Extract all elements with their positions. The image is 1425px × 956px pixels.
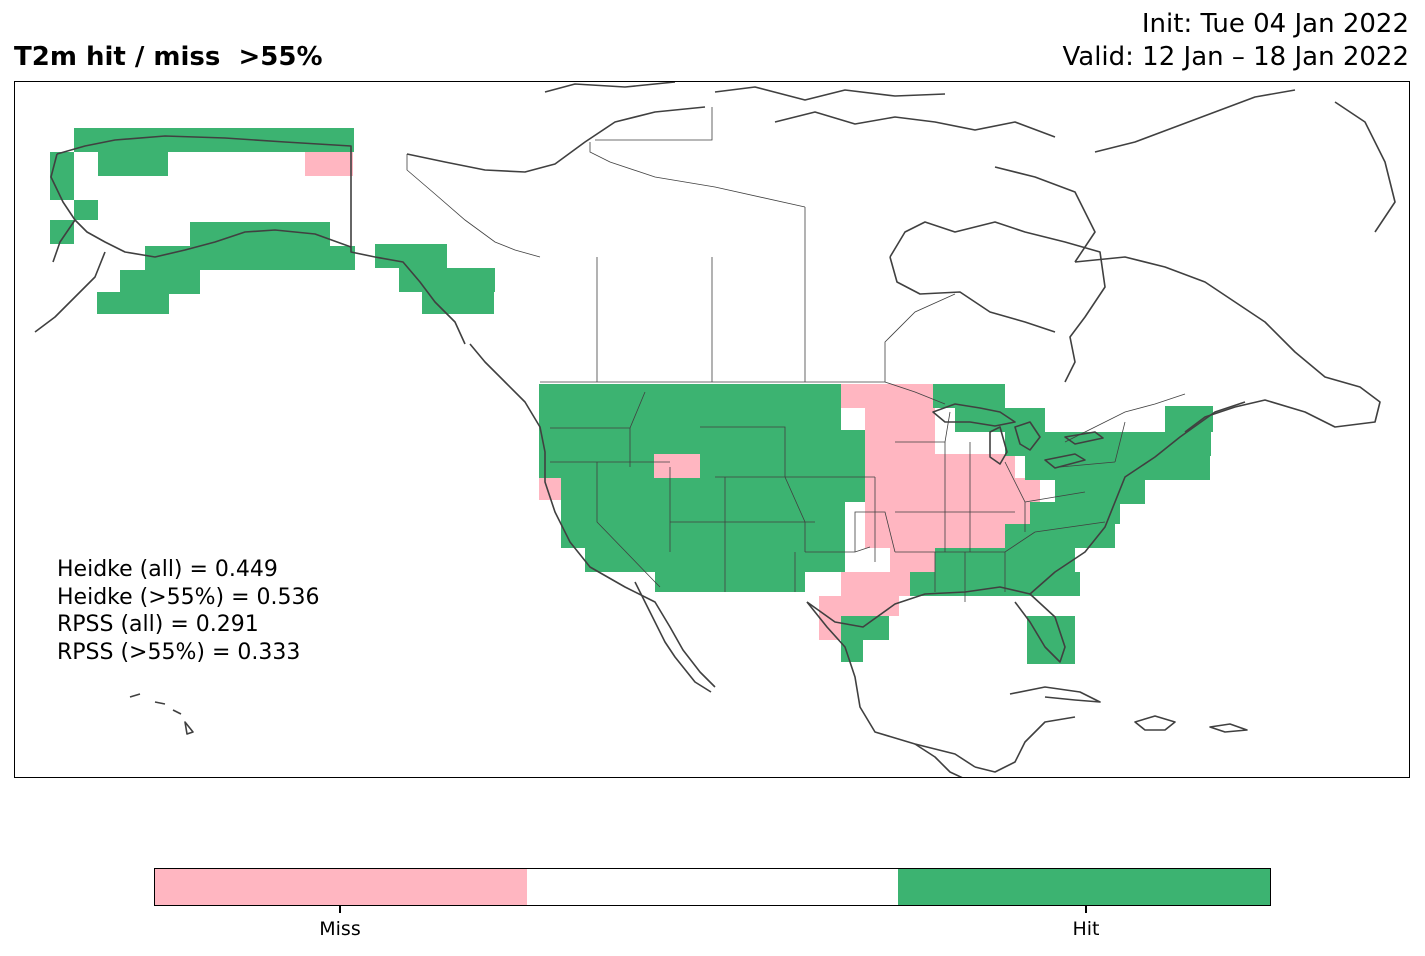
miss-cell-2 bbox=[305, 152, 353, 176]
hit-cell-49 bbox=[841, 640, 863, 662]
hit-cell-15 bbox=[539, 430, 879, 454]
skill-scores: Heidke (all) = 0.449 Heidke (>55%) = 0.5… bbox=[57, 556, 320, 666]
hit-cell-13 bbox=[539, 384, 819, 430]
coastlines bbox=[34, 82, 1396, 777]
colorbar-tick-hit bbox=[1085, 906, 1087, 913]
hit-cell-36 bbox=[933, 384, 1005, 408]
hit-cell-39 bbox=[1073, 432, 1188, 456]
colorbar-tick-miss bbox=[339, 906, 341, 913]
hit-cell-1 bbox=[98, 152, 168, 176]
miss-cell-28 bbox=[865, 454, 1015, 478]
hit-cell-7 bbox=[145, 246, 355, 270]
miss-cell-29 bbox=[865, 478, 1040, 502]
miss-cell-34 bbox=[819, 596, 899, 616]
miss-cell-30 bbox=[865, 502, 1045, 524]
colorbar-hit-segment bbox=[898, 869, 1271, 905]
init-date: Init: Tue 04 Jan 2022 bbox=[1141, 9, 1409, 39]
hit-cell-3 bbox=[50, 152, 74, 200]
heidke-all: Heidke (all) = 0.449 bbox=[57, 557, 278, 582]
chart-title: T2m hit / miss >55% bbox=[14, 42, 323, 72]
hit-cell-41 bbox=[1187, 432, 1211, 456]
hit-cell-48 bbox=[841, 616, 889, 640]
hit-cell-42 bbox=[1025, 456, 1210, 480]
hit-cell-50 bbox=[1027, 616, 1075, 664]
valid-range: Valid: 12 Jan – 18 Jan 2022 bbox=[1062, 42, 1410, 72]
hit-cell-21 bbox=[561, 502, 845, 526]
map-canvas bbox=[34, 82, 1396, 777]
hit-cell-10 bbox=[375, 244, 447, 268]
hit-cell-45 bbox=[1005, 524, 1115, 548]
colorbar bbox=[154, 868, 1271, 906]
miss-cell-18 bbox=[654, 454, 700, 478]
hit-cell-4 bbox=[74, 200, 98, 220]
hit-cell-44 bbox=[1030, 502, 1120, 524]
colorbar-label-hit: Hit bbox=[1072, 918, 1100, 940]
miss-cell-26 bbox=[841, 384, 933, 408]
hit-cell-12 bbox=[422, 292, 494, 314]
hit-cell-8 bbox=[120, 270, 200, 294]
hit-cell-16 bbox=[539, 454, 654, 478]
miss-cell-27 bbox=[865, 408, 935, 456]
hit-cell-17 bbox=[700, 454, 865, 478]
map-panel bbox=[14, 81, 1410, 778]
borders bbox=[406, 107, 1186, 602]
hit-cell-24 bbox=[655, 572, 805, 592]
forecast-dates: Init: Tue 04 Jan 2022 Valid: 12 Jan – 18… bbox=[1063, 8, 1410, 74]
forecast-grid-cells bbox=[50, 128, 1213, 664]
hit-cell-11 bbox=[399, 268, 495, 292]
colorbar-neutral-segment bbox=[526, 869, 899, 905]
hit-cell-14 bbox=[819, 384, 841, 432]
rpss-55: RPSS (>55%) = 0.333 bbox=[57, 639, 301, 665]
colorbar-miss-segment bbox=[155, 869, 527, 905]
hit-cell-9 bbox=[97, 292, 169, 314]
miss-cell-33 bbox=[841, 572, 911, 596]
hit-cell-23 bbox=[585, 548, 845, 572]
hit-cell-47 bbox=[910, 572, 1080, 596]
miss-cell-19 bbox=[539, 478, 561, 500]
hit-cell-22 bbox=[561, 526, 845, 548]
heidke-55: Heidke (>55%) = 0.536 bbox=[57, 584, 320, 610]
hit-cell-43 bbox=[1055, 480, 1145, 504]
hit-cell-25 bbox=[815, 548, 845, 572]
hit-cell-20 bbox=[561, 478, 865, 502]
miss-cell-31 bbox=[865, 524, 1005, 548]
colorbar-label-miss: Miss bbox=[319, 918, 361, 940]
rpss-all: RPSS (all) = 0.291 bbox=[57, 612, 259, 637]
miss-cell-35 bbox=[819, 616, 841, 640]
